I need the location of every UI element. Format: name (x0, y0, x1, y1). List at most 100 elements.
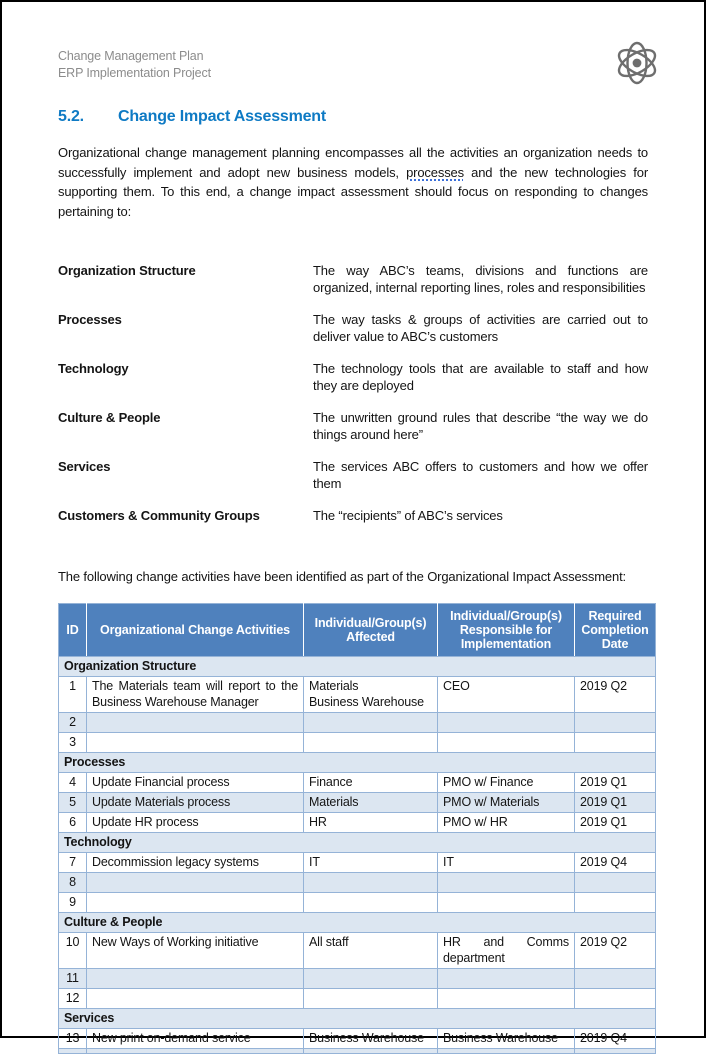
cell-activity: New print on-demand service (86, 1028, 304, 1049)
cell-date: 2019 Q1 (574, 792, 656, 813)
cell-date (574, 732, 656, 753)
cell-responsible: Business Warehouse (437, 1028, 575, 1049)
cell-date: 2019 Q1 (574, 812, 656, 833)
cell-id: 13 (58, 1028, 87, 1049)
definition-description: The way tasks & groups of activities are… (313, 312, 648, 344)
table-row: 6 Update HR process HR PMO w/ HR 2019 Q1 (58, 812, 656, 833)
partial-cell (574, 1048, 656, 1054)
cell-affected (303, 988, 438, 1009)
cell-id: 7 (58, 852, 87, 873)
cell-date (574, 968, 656, 989)
partial-cell (303, 1048, 438, 1054)
column-header-id: ID (58, 603, 87, 657)
cell-date (574, 892, 656, 913)
definition-description: The unwritten ground rules that describe… (313, 410, 648, 442)
definition-list: Organization Structure The way ABC’s team… (58, 262, 648, 524)
table-section-row: Technology (58, 832, 656, 853)
cell-date (574, 712, 656, 733)
cell-affected (303, 968, 438, 989)
definition-description: The services ABC offers to customers and… (313, 459, 648, 491)
table-row: 7 Decommission legacy systems IT IT 2019 Q4 (58, 852, 656, 873)
definition-item: Processes The way tasks & groups of activ… (58, 311, 648, 345)
definition-term: Technology (58, 361, 129, 376)
cell-activity (86, 732, 304, 753)
column-header-responsible: Individual/Group(s) Responsible for Impl… (437, 603, 575, 657)
table-row: 10 New Ways of Working initiative All staf… (58, 932, 656, 969)
definition-description: The way ABC’s teams, divisions and funct… (313, 263, 648, 295)
table-row: 8 (58, 872, 656, 893)
table-section-row: Culture & People (58, 912, 656, 933)
cell-affected (303, 872, 438, 893)
cell-responsible: PMO w/ Materials (437, 792, 575, 813)
cell-activity (86, 988, 304, 1009)
cell-activity: Update Materials process (86, 792, 304, 813)
paragraph-text-pre: Organizational change management plannin… (58, 145, 648, 180)
cell-activity (86, 712, 304, 733)
section-heading: 5.2. Change Impact Assessment (58, 108, 648, 126)
table-row: 9 (58, 892, 656, 913)
definition-item: Organization Structure The way ABC’s team… (58, 262, 648, 296)
cell-id: 6 (58, 812, 87, 833)
cell-activity: The Materials team will report to the Bu… (86, 676, 304, 713)
partial-cell (437, 1048, 575, 1054)
cell-activity (86, 968, 304, 989)
cell-date: 2019 Q4 (574, 1028, 656, 1049)
cell-affected: IT (303, 852, 438, 873)
cell-responsible (437, 892, 575, 913)
column-header-affected: Individual/Group(s) Affected (303, 603, 438, 657)
definition-item: Customers & Community Groups The “recipie… (58, 507, 648, 524)
table-row: 11 (58, 968, 656, 989)
cell-responsible (437, 712, 575, 733)
doc-subtitle: ERP Implementation Project (58, 66, 211, 80)
cell-activity: Decommission legacy systems (86, 852, 304, 873)
paragraph-text-post: and the new technologies for supporting … (58, 164, 649, 219)
section-title: Technology (58, 832, 656, 853)
cell-activity: Update HR process (86, 812, 304, 833)
table-header-row: ID Organizational Change Activities Indi… (58, 603, 656, 657)
heading-title: Change Impact Assessment (118, 108, 327, 125)
cell-id: 5 (58, 792, 87, 813)
cell-date: 2019 Q4 (574, 852, 656, 873)
definition-term: Services (58, 459, 111, 474)
definition-description: The technology tools that are available … (313, 361, 648, 393)
table-intro: The following change activities have bee… (58, 569, 627, 584)
section-title: Services (58, 1008, 656, 1029)
table-row: 12 (58, 988, 656, 1009)
cell-responsible (437, 732, 575, 753)
cell-date: 2019 Q1 (574, 772, 656, 793)
table-row-partial (58, 1048, 656, 1054)
partial-cell (58, 1048, 87, 1054)
cell-date: 2019 Q2 (574, 932, 656, 969)
doc-titles: Change Management Plan ERP Implementatio… (58, 48, 211, 82)
table-section-row: Organization Structure (58, 656, 656, 677)
cell-activity: New Ways of Working initiative (86, 932, 304, 969)
table-row: 2 (58, 712, 656, 733)
cell-id: 12 (58, 988, 87, 1009)
cell-affected: HR (303, 812, 438, 833)
definition-item: Services The services ABC offers to custo… (58, 458, 648, 492)
cell-responsible: IT (437, 852, 575, 873)
doc-title: Change Management Plan (58, 49, 204, 63)
table-section-row: Processes (58, 752, 656, 773)
cell-id: 3 (58, 732, 87, 753)
definition-item: Technology The technology tools that are … (58, 360, 648, 394)
cell-responsible (437, 872, 575, 893)
column-header-activities: Organizational Change Activities (86, 603, 304, 657)
cell-id: 1 (58, 676, 87, 713)
cell-id: 9 (58, 892, 87, 913)
cell-id: 10 (58, 932, 87, 969)
table-row: 4 Update Financial process Finance PMO w/ F… (58, 772, 656, 793)
cell-responsible (437, 988, 575, 1009)
cell-affected: Business Warehouse (303, 1028, 438, 1049)
cell-responsible: CEO (437, 676, 575, 713)
table-row: 1 The Materials team will report to the B… (58, 676, 656, 713)
page-header: Change Management Plan ERP Implementatio… (58, 41, 657, 93)
cell-id: 8 (58, 872, 87, 893)
table-row: 5 Update Materials process Materials PMO w/… (58, 792, 656, 813)
cell-id: 11 (58, 968, 87, 989)
table-body: Organization Structure 1 The Materials tea… (58, 656, 656, 1054)
heading-number: 5.2. (58, 108, 84, 125)
definition-term: Customers & Community Groups (58, 508, 260, 523)
cell-responsible: PMO w/ HR (437, 812, 575, 833)
